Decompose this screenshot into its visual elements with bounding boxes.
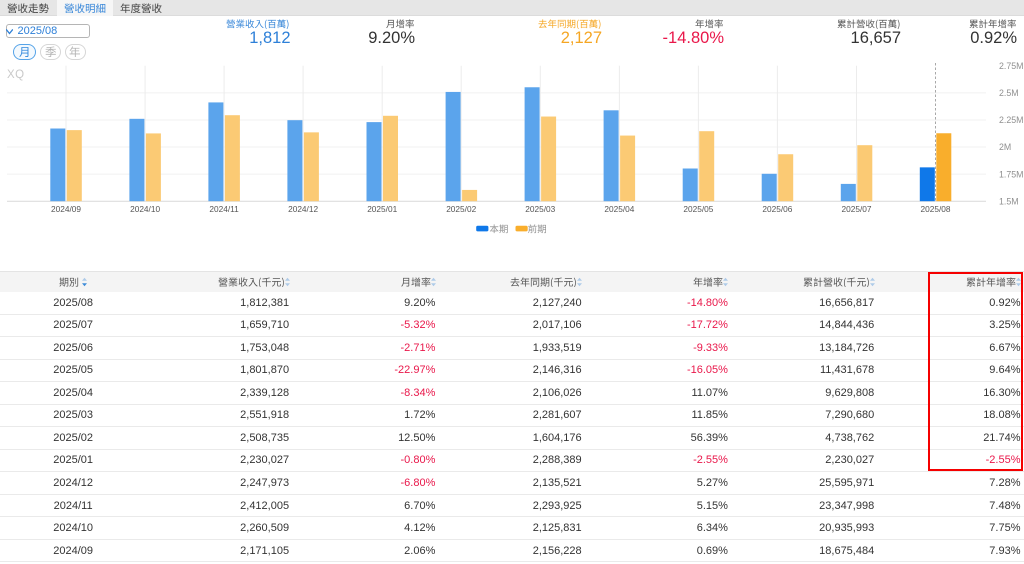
svg-text:2.75M: 2.75M bbox=[999, 61, 1023, 71]
svg-text:2024/10: 2024/10 bbox=[130, 204, 160, 214]
svg-text:2024/12: 2024/12 bbox=[288, 204, 318, 214]
svg-text:2.25M: 2.25M bbox=[999, 115, 1023, 125]
svg-text:2.5M: 2.5M bbox=[999, 88, 1019, 98]
svg-text:2025/08: 2025/08 bbox=[921, 204, 951, 214]
svg-text:2025/03: 2025/03 bbox=[525, 204, 555, 214]
svg-text:2024/09: 2024/09 bbox=[51, 204, 81, 214]
svg-text:2025/01: 2025/01 bbox=[367, 204, 397, 214]
svg-text:2025/06: 2025/06 bbox=[762, 204, 792, 214]
svg-text:1.5M: 1.5M bbox=[999, 196, 1019, 206]
svg-text:XQ: XQ bbox=[7, 69, 25, 81]
svg-text:2M: 2M bbox=[999, 142, 1011, 152]
svg-text:2025/02: 2025/02 bbox=[446, 204, 476, 214]
svg-text:2025/04: 2025/04 bbox=[604, 204, 634, 214]
svg-text:2024/11: 2024/11 bbox=[209, 204, 239, 214]
svg-text:2025/05: 2025/05 bbox=[683, 204, 713, 214]
svg-text:1.75M: 1.75M bbox=[999, 169, 1023, 179]
svg-text:2025/07: 2025/07 bbox=[842, 204, 872, 214]
